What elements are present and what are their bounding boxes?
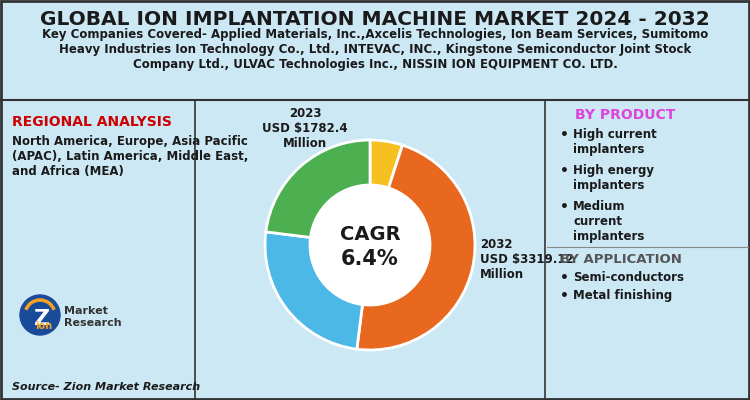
Wedge shape	[370, 140, 403, 188]
Text: •: •	[560, 128, 568, 142]
Text: High current
implanters: High current implanters	[573, 128, 657, 156]
Text: ion: ion	[35, 321, 52, 331]
Text: Research: Research	[64, 318, 122, 328]
Text: CAGR: CAGR	[340, 226, 400, 244]
Text: 6.4%: 6.4%	[341, 249, 399, 269]
Text: •: •	[560, 164, 568, 178]
Text: Source- Zion Market Research: Source- Zion Market Research	[12, 382, 200, 392]
Text: GLOBAL ION IMPLANTATION MACHINE MARKET 2024 - 2032: GLOBAL ION IMPLANTATION MACHINE MARKET 2…	[40, 10, 709, 29]
Text: High energy
implanters: High energy implanters	[573, 164, 654, 192]
Text: Metal finishing: Metal finishing	[573, 289, 672, 302]
Text: 2032
USD $3319.12
Million: 2032 USD $3319.12 Million	[480, 238, 574, 282]
Wedge shape	[357, 145, 475, 350]
Text: BY PRODUCT: BY PRODUCT	[574, 108, 675, 122]
Text: REGIONAL ANALYSIS: REGIONAL ANALYSIS	[12, 115, 172, 129]
Text: Semi-conductors: Semi-conductors	[573, 271, 684, 284]
Wedge shape	[266, 140, 370, 238]
Circle shape	[20, 295, 60, 335]
Text: Medium
current
implanters: Medium current implanters	[573, 200, 644, 243]
Text: •: •	[560, 289, 568, 303]
Text: 2023
USD $1782.4
Million: 2023 USD $1782.4 Million	[262, 107, 348, 150]
Text: Z: Z	[34, 309, 50, 329]
Text: North America, Europe, Asia Pacific
(APAC), Latin America, Middle East,
and Afri: North America, Europe, Asia Pacific (APA…	[12, 135, 248, 178]
Text: Market: Market	[64, 306, 108, 316]
Wedge shape	[265, 232, 362, 349]
Text: BY APPLICATION: BY APPLICATION	[560, 253, 682, 266]
Text: Key Companies Covered- Applied Materials, Inc.,Axcelis Technologies, Ion Beam Se: Key Companies Covered- Applied Materials…	[42, 28, 708, 71]
Text: •: •	[560, 271, 568, 285]
Circle shape	[310, 185, 430, 305]
Text: •: •	[560, 200, 568, 214]
